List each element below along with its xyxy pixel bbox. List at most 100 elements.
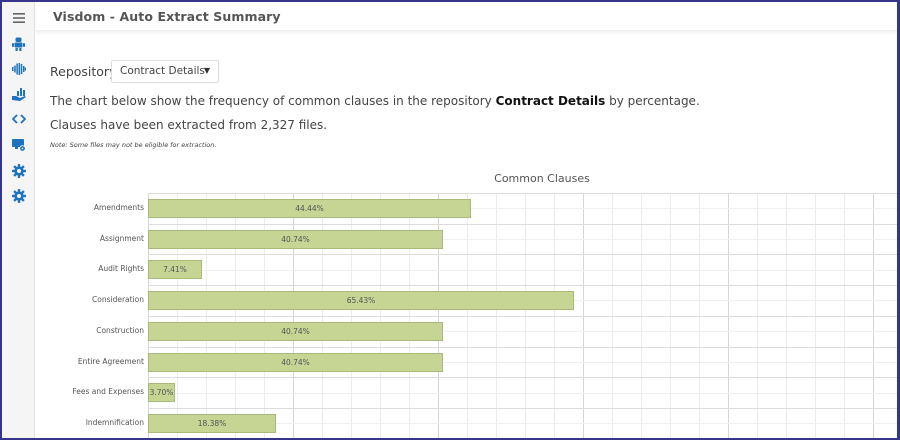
- grid-line-horizontal: [148, 316, 897, 317]
- chart-description: The chart below show the frequency of co…: [50, 94, 700, 108]
- grid-line-horizontal-minor: [148, 270, 897, 271]
- grid-line-horizontal: [148, 347, 897, 348]
- bar-value-label: 44.44%: [295, 204, 324, 213]
- bar-construction[interactable]: 40.74%: [148, 322, 443, 341]
- gear-icon: [11, 189, 26, 203]
- bar-value-label: 65.43%: [346, 296, 376, 305]
- grid-line-vertical: [670, 193, 671, 438]
- grid-line-horizontal: [148, 408, 897, 409]
- bar-value-label: 18.38%: [197, 419, 227, 428]
- dropdown-arrow-icon: ▼: [203, 66, 210, 75]
- top-header: Visdom - Auto Extract Summary: [36, 2, 897, 31]
- grid-line-horizontal: [148, 285, 897, 286]
- grid-line-vertical: [873, 193, 874, 438]
- sidebar-item-reports[interactable]: [2, 83, 35, 105]
- bar-audit-rights[interactable]: 7.41%: [148, 260, 202, 279]
- grid-line-horizontal-minor: [148, 393, 897, 394]
- grid-line-vertical: [815, 193, 816, 438]
- y-axis-label: Amendments: [93, 203, 144, 212]
- grid-line-vertical: [525, 193, 526, 438]
- y-axis-label: Assignment: [99, 234, 144, 243]
- hamburger-menu-icon: [12, 13, 25, 23]
- grid-line-vertical: [235, 193, 236, 438]
- eligibility-note: Note: Some files may not be eligible for…: [50, 141, 217, 149]
- grid-line-vertical: [177, 193, 178, 438]
- grid-line-vertical: [148, 193, 149, 438]
- repository-dropdown[interactable]: Contract Details ▼: [111, 60, 219, 83]
- grid-line-horizontal-minor: [148, 423, 897, 424]
- grid-line-horizontal-minor: [148, 239, 897, 240]
- gear-icon: [11, 164, 26, 178]
- grid-line-horizontal: [148, 193, 897, 194]
- bar-value-label: 7.41%: [163, 265, 187, 274]
- sidebar-item-display-settings[interactable]: [2, 134, 35, 156]
- description-repo-name: Contract Details: [495, 94, 606, 108]
- monitor-gear-icon: [11, 138, 26, 152]
- sidebar-item-waveform[interactable]: [2, 58, 35, 80]
- y-axis-label: Fees and Expenses: [72, 387, 144, 396]
- sidebar-item-code[interactable]: [2, 108, 35, 130]
- grid-line-horizontal-minor: [148, 208, 897, 209]
- sidebar-item-settings-2[interactable]: [2, 185, 35, 207]
- sidebar-item-robot[interactable]: [2, 33, 35, 55]
- grid-line-vertical: [293, 193, 294, 438]
- hand-chart-icon: [11, 87, 26, 101]
- description-prefix: The chart below show the frequency of co…: [50, 94, 496, 108]
- grid-line-vertical: [351, 193, 352, 438]
- bar-entire-agreement[interactable]: 40.74%: [148, 353, 443, 372]
- grid-line-horizontal: [148, 377, 897, 378]
- file-count-prefix: Clauses have been extracted from: [50, 118, 261, 132]
- grid-line-vertical: [728, 193, 729, 438]
- bar-indemnification[interactable]: 18.38%: [148, 414, 276, 433]
- page-title: Visdom - Auto Extract Summary: [53, 9, 281, 24]
- sidebar-item-settings[interactable]: [2, 160, 35, 182]
- waveform-icon: [11, 63, 26, 75]
- bar-value-label: 40.74%: [281, 358, 310, 367]
- bar-consideration[interactable]: 65.43%: [148, 291, 574, 310]
- code-icon: [11, 114, 26, 124]
- grid-line-vertical: [322, 193, 323, 438]
- grid-line-vertical: [438, 193, 439, 438]
- bar-amendments[interactable]: 44.44%: [148, 199, 471, 218]
- menu-button[interactable]: [2, 7, 35, 29]
- grid-line-horizontal-minor: [148, 362, 897, 363]
- sidebar: [2, 2, 35, 438]
- grid-line-vertical: [206, 193, 207, 438]
- bar-value-label: 40.74%: [281, 235, 310, 244]
- grid-line-vertical: [467, 193, 468, 438]
- grid-line-vertical: [380, 193, 381, 438]
- y-axis-label: Audit Rights: [98, 264, 144, 273]
- y-axis-label: Consideration: [92, 295, 144, 304]
- y-axis-label: Indemnification: [85, 418, 144, 427]
- grid-line-vertical: [496, 193, 497, 438]
- grid-line-vertical: [409, 193, 410, 438]
- bar-chart-plot: 44.44% 40.74% 7.41% 65.43% 40.74% 40.74% 3.70%…: [148, 193, 897, 438]
- y-axis-label: Construction: [96, 326, 144, 335]
- grid-line-vertical: [699, 193, 700, 438]
- grid-line-vertical: [844, 193, 845, 438]
- repository-selected-value: Contract Details: [120, 65, 205, 77]
- chart-title: Common Clauses: [494, 172, 590, 185]
- grid-line-horizontal: [148, 254, 897, 255]
- grid-line-horizontal: [148, 224, 897, 225]
- grid-line-vertical: [264, 193, 265, 438]
- bar-fees-and-expenses[interactable]: 3.70%: [148, 383, 175, 402]
- y-axis-label: Entire Agreement: [77, 357, 144, 366]
- grid-line-horizontal-minor: [148, 331, 897, 332]
- file-count-value: 2,327: [260, 118, 295, 132]
- repository-label: Repository:: [50, 64, 120, 79]
- grid-line-vertical: [612, 193, 613, 438]
- bar-value-label: 3.70%: [149, 388, 174, 397]
- file-count-suffix: files.: [294, 118, 328, 132]
- bar-assignment[interactable]: 40.74%: [148, 230, 443, 249]
- description-suffix: by percentage.: [605, 94, 700, 108]
- grid-line-vertical: [757, 193, 758, 438]
- grid-line-vertical: [583, 193, 584, 438]
- grid-line-vertical: [786, 193, 787, 438]
- file-count-text: Clauses have been extracted from 2,327 f…: [50, 118, 327, 132]
- bar-value-label: 40.74%: [281, 327, 310, 336]
- grid-line-vertical: [554, 193, 555, 438]
- robot-icon: [12, 37, 25, 51]
- grid-line-vertical: [641, 193, 642, 438]
